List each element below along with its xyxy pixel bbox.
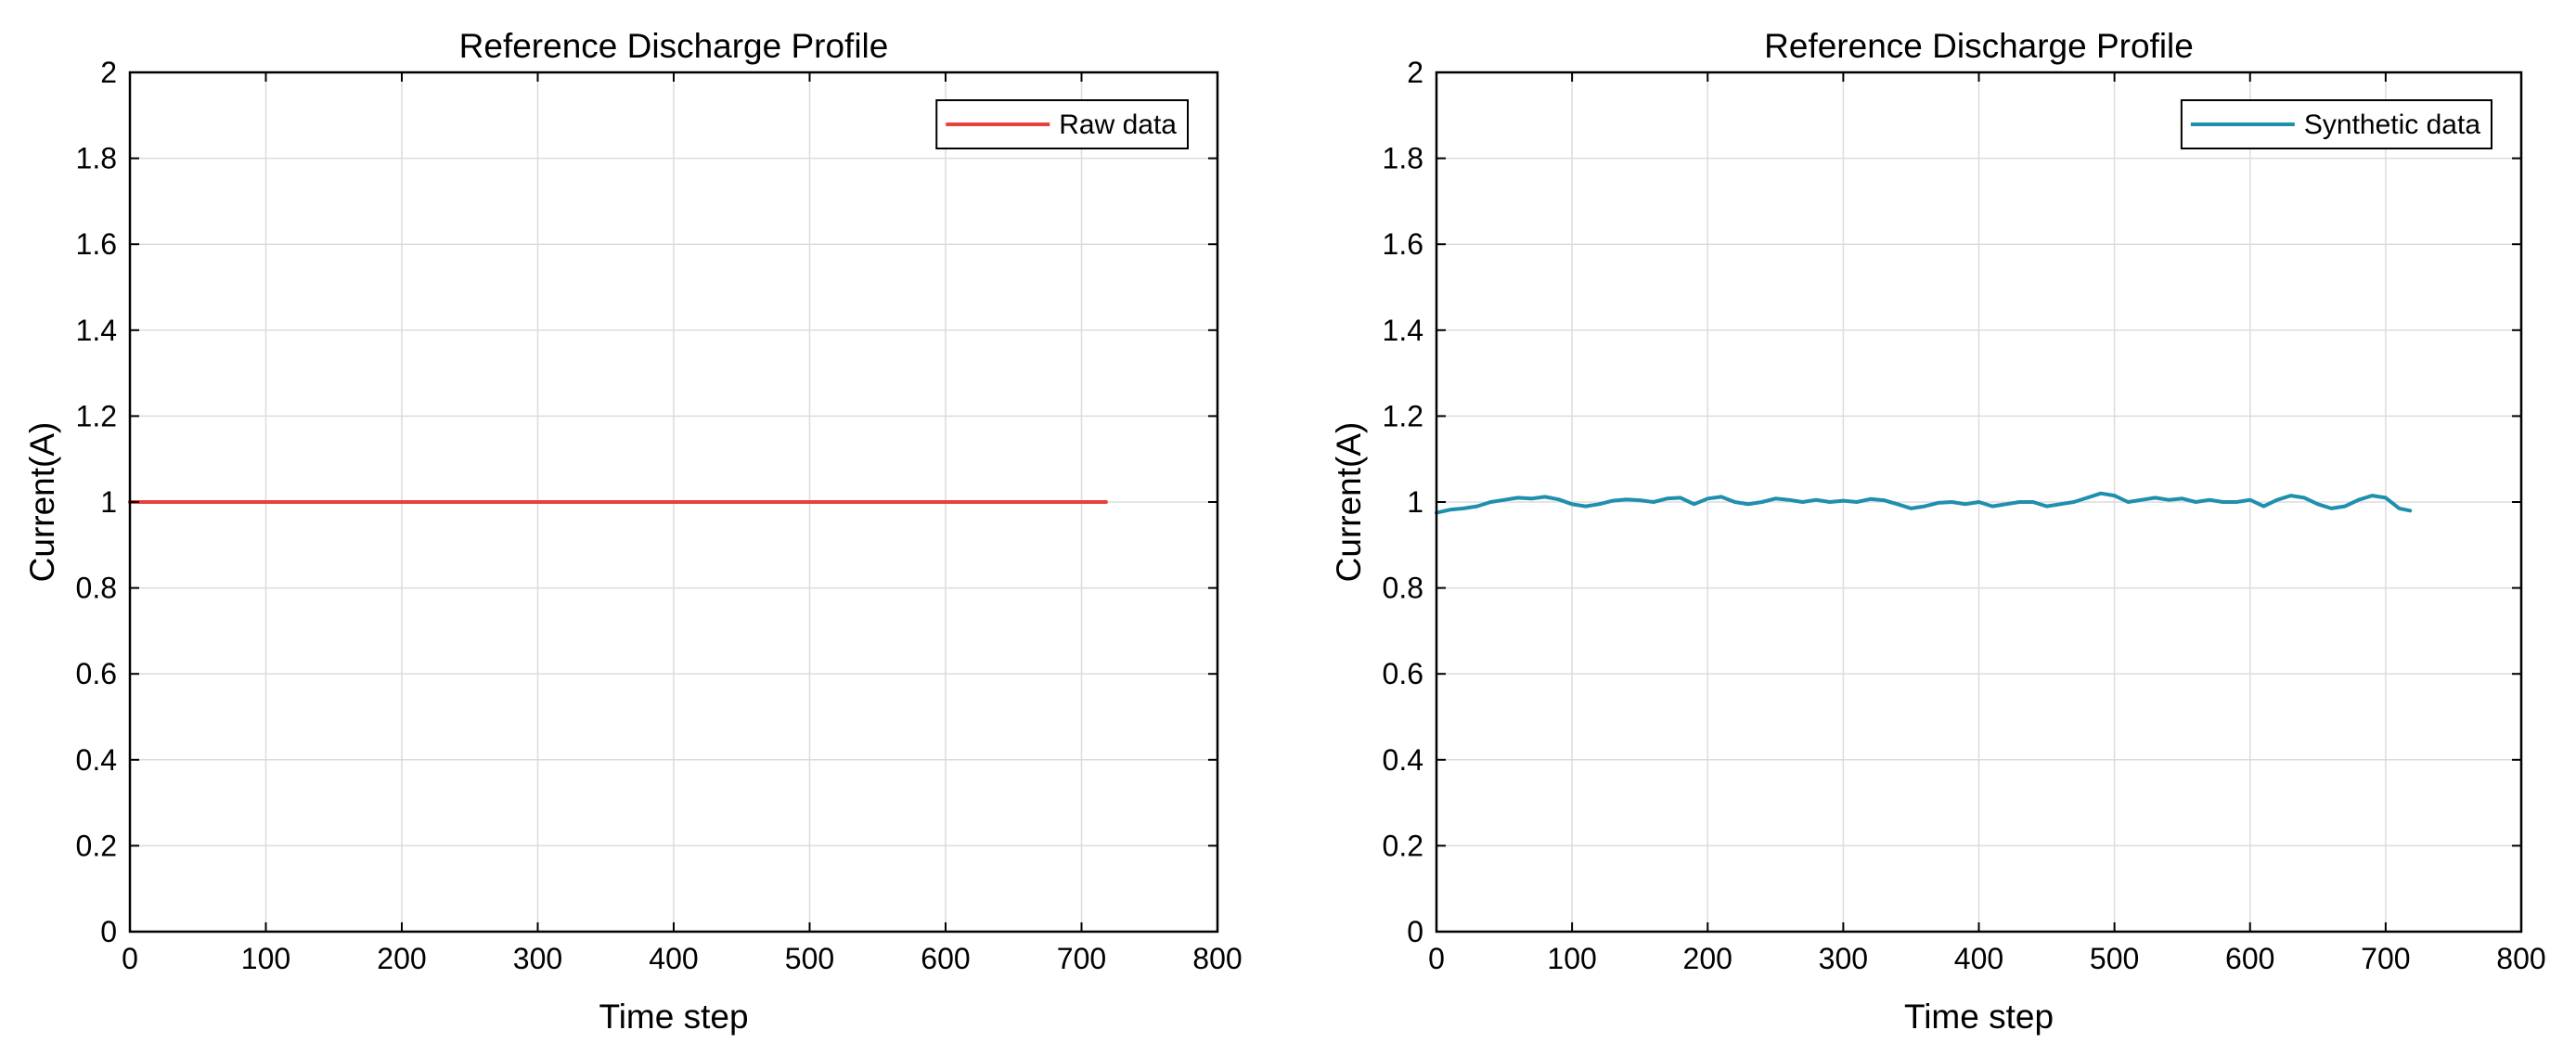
x-tick-label: 700 xyxy=(1057,942,1106,975)
series-line-synthetic-data xyxy=(1435,491,2413,515)
chart-title: Reference Discharge Profile xyxy=(1764,27,2194,65)
y-tick-label: 1.8 xyxy=(76,142,117,175)
y-tick-label: 0.4 xyxy=(1383,743,1423,777)
chart-title: Reference Discharge Profile xyxy=(459,27,889,65)
y-tick-label: 0 xyxy=(1407,915,1423,948)
y-tick-label: 2 xyxy=(100,56,117,89)
x-tick-label: 200 xyxy=(377,942,426,975)
x-tick-label: 400 xyxy=(649,942,698,975)
x-tick-label: 600 xyxy=(2225,942,2274,975)
y-tick-label: 2 xyxy=(1407,56,1423,89)
y-tick-label: 1.6 xyxy=(76,227,117,261)
y-tick-label: 0.2 xyxy=(1383,829,1423,862)
y-tick-label: 1.2 xyxy=(76,399,117,432)
y-axis-label: Current(A) xyxy=(23,422,61,583)
x-tick-label: 800 xyxy=(2496,942,2545,975)
y-tick-label: 1.4 xyxy=(1383,314,1423,347)
y-tick-label: 1.2 xyxy=(1383,399,1423,432)
y-tick-label: 0.8 xyxy=(1383,572,1423,605)
x-axis-label: Time step xyxy=(599,998,748,1036)
chart-synthetic-data: 0 100 200 300 400 500 600 700 800 0 0.2 0.4 0.6 0.8 1 1… xyxy=(1330,27,2546,1036)
chart-raw-data: 0 100 200 300 400 500 600 700 800 0 0.2 0.4 0.6 0.8 1 1… xyxy=(23,27,1243,1036)
y-tick-label: 0.6 xyxy=(76,657,117,690)
x-tick-label: 500 xyxy=(785,942,834,975)
y-tick-label: 1 xyxy=(1407,485,1423,519)
x-tick-label: 100 xyxy=(1547,942,1596,975)
legend-label: Raw data xyxy=(1059,109,1177,140)
x-tick-label: 100 xyxy=(241,942,290,975)
x-tick-label: 400 xyxy=(1954,942,2003,975)
x-tick-label: 300 xyxy=(513,942,562,975)
x-tick-label: 0 xyxy=(1428,942,1445,975)
x-tick-label: 300 xyxy=(1819,942,1868,975)
y-tick-label: 1 xyxy=(100,485,117,519)
y-tick-label: 0.4 xyxy=(76,743,117,777)
y-tick-label: 0 xyxy=(100,915,117,948)
x-tick-label: 200 xyxy=(1683,942,1732,975)
x-tick-label: 800 xyxy=(1192,942,1242,975)
x-tick-label: 0 xyxy=(122,942,138,975)
y-tick-label: 1.6 xyxy=(1383,227,1423,261)
y-tick-label: 0.6 xyxy=(1383,657,1423,690)
y-tick-label: 1.4 xyxy=(76,314,117,347)
legend-label: Synthetic data xyxy=(2304,109,2480,140)
legend: Raw data xyxy=(935,99,1189,149)
x-tick-label: 500 xyxy=(2090,942,2139,975)
x-tick-label: 700 xyxy=(2361,942,2410,975)
x-tick-label: 600 xyxy=(921,942,970,975)
y-tick-label: 1.8 xyxy=(1383,142,1423,175)
y-tick-label: 0.8 xyxy=(76,572,117,605)
y-axis-label: Current(A) xyxy=(1330,422,1368,583)
x-axis-label: Time step xyxy=(1904,998,2054,1036)
legend: Synthetic data xyxy=(2180,99,2492,149)
y-tick-label: 0.2 xyxy=(76,829,117,862)
